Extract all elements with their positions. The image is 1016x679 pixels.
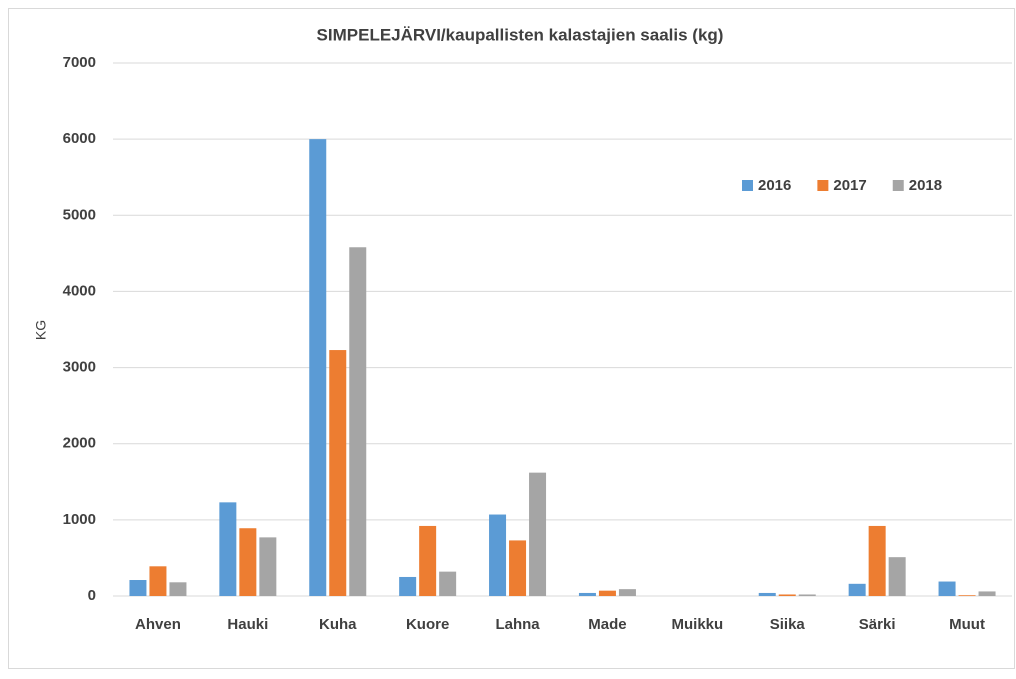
bar (778, 594, 796, 596)
bar (958, 595, 976, 596)
y-tick-label: 0 (88, 587, 96, 604)
bar (399, 576, 417, 596)
bar (149, 566, 167, 596)
x-tick-label: Kuore (406, 616, 449, 633)
bar (509, 540, 527, 596)
bar (978, 591, 996, 596)
chart-title: SIMPELEJÄRVI/kaupallisten kalastajien sa… (317, 25, 724, 44)
legend-label: 2016 (758, 177, 791, 194)
bar (868, 525, 886, 596)
bar (618, 589, 636, 596)
bar (439, 571, 457, 596)
x-tick-label: Muikku (672, 616, 724, 633)
legend-swatch (892, 180, 904, 191)
x-tick-label: Ahven (135, 616, 181, 633)
bar (598, 590, 616, 596)
legend-label: 2018 (909, 177, 942, 194)
bar (129, 580, 147, 596)
bar (419, 525, 437, 596)
bar (578, 592, 596, 596)
bar (169, 582, 187, 596)
y-tick-label: 4000 (63, 282, 96, 299)
bar (888, 557, 906, 596)
bar (329, 350, 347, 596)
y-tick-label: 6000 (63, 130, 96, 147)
x-tick-label: Siika (770, 616, 806, 633)
y-tick-label: 3000 (63, 359, 96, 376)
y-tick-label: 5000 (63, 206, 96, 223)
x-tick-label: Muut (949, 616, 985, 633)
legend-swatch (817, 180, 829, 191)
bar (259, 537, 277, 596)
y-axis-label: KG (33, 320, 49, 340)
bar (309, 139, 327, 596)
bar (219, 502, 237, 596)
x-tick-label: Särki (859, 616, 896, 633)
y-tick-label: 1000 (63, 511, 96, 528)
bar (349, 247, 367, 596)
x-tick-label: Made (588, 616, 626, 633)
bar (758, 592, 776, 596)
legend-label: 2017 (833, 177, 866, 194)
x-tick-label: Lahna (495, 616, 540, 633)
bar (529, 472, 547, 596)
bar (489, 514, 507, 596)
legend-swatch (742, 180, 753, 191)
x-tick-label: Kuha (319, 616, 357, 633)
bar (798, 594, 816, 596)
bar (239, 528, 257, 596)
y-tick-label: 7000 (63, 54, 96, 71)
bar (938, 581, 956, 596)
x-tick-label: Hauki (227, 616, 268, 633)
bar (848, 583, 866, 596)
y-tick-label: 2000 (63, 435, 96, 452)
